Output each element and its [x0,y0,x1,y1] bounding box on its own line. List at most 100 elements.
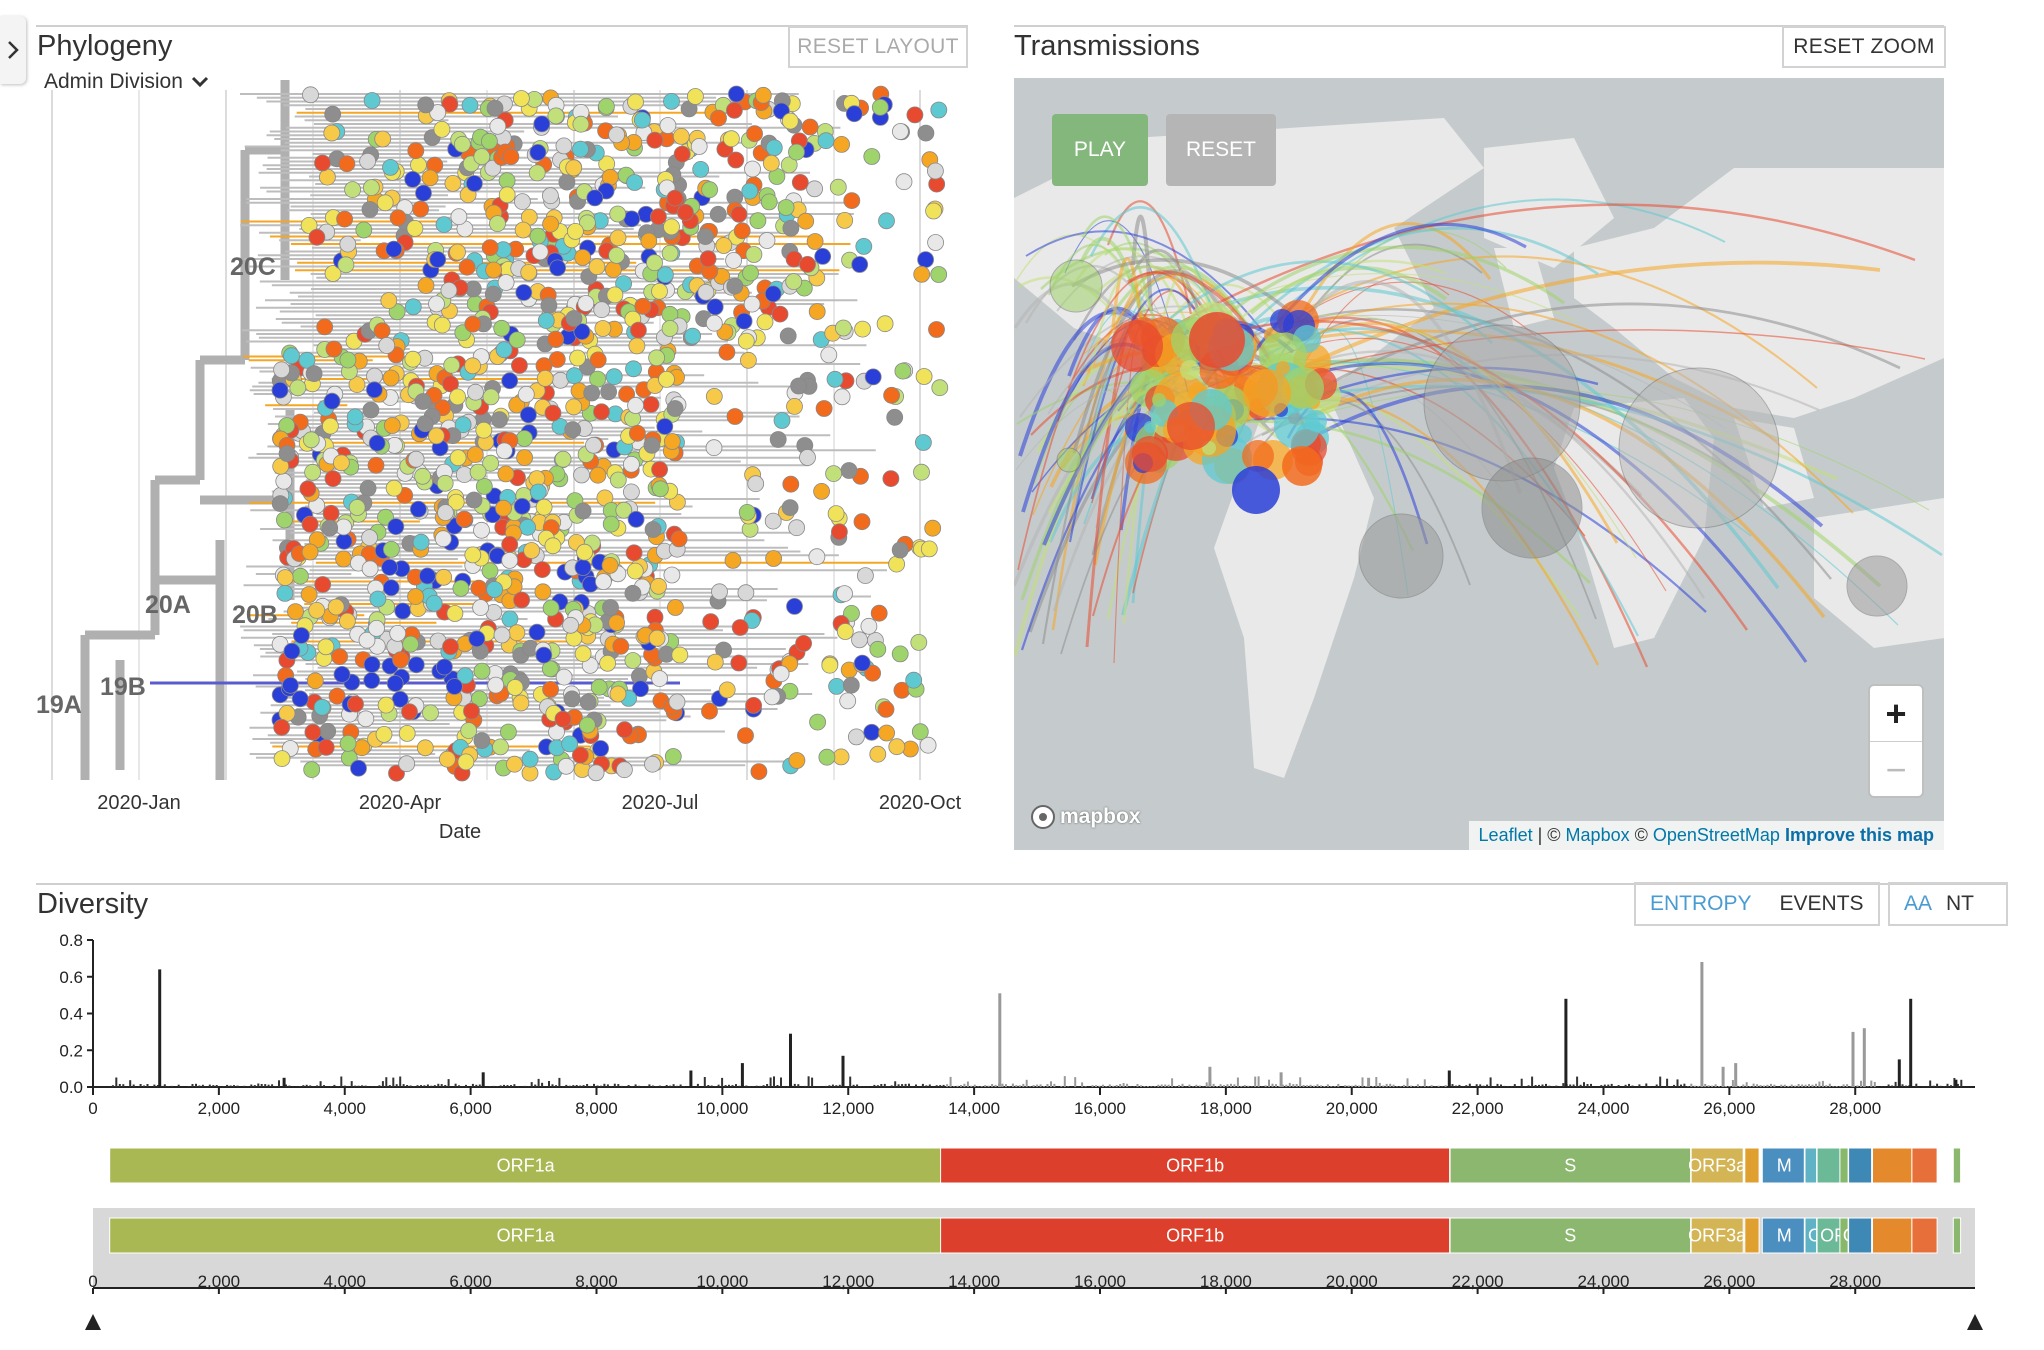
tree-tip[interactable] [512,694,530,712]
entropy-bar[interactable] [1569,1084,1572,1088]
tree-tip[interactable] [544,404,562,422]
tree-tip[interactable] [381,558,399,576]
entropy-bar[interactable] [1122,1083,1125,1087]
tree-tip[interactable] [455,510,473,528]
entropy-bar[interactable] [1468,1083,1471,1087]
gene-segment[interactable] [1761,1147,1805,1184]
tree-tip[interactable] [305,365,323,383]
sidebar-toggle-button[interactable] [0,16,26,84]
entropy-bar[interactable] [1046,1084,1049,1087]
tree-tip[interactable] [747,475,765,493]
entropy-bar[interactable] [610,1086,613,1087]
entropy-bar[interactable] [561,1086,564,1087]
location-circle[interactable] [1111,320,1163,372]
tree-tip[interactable] [473,521,490,539]
entropy-bar[interactable] [807,1076,810,1087]
tree-tip[interactable] [618,385,635,403]
entropy-bar[interactable] [1084,1086,1087,1087]
tree-tip[interactable] [335,550,353,568]
tree-tip[interactable] [492,738,509,756]
tree-tip[interactable] [365,381,383,399]
tree-tip[interactable] [537,312,555,330]
tree-tip[interactable] [369,590,387,608]
entropy-bar[interactable] [1119,1084,1122,1087]
tree-tip[interactable] [299,480,317,498]
tree-tip[interactable] [663,218,680,236]
gene-segment[interactable] [1744,1217,1760,1254]
tree-tip[interactable] [542,681,559,698]
entropy-bar[interactable] [1884,1086,1887,1087]
tree-tip[interactable] [820,346,838,364]
tree-tip[interactable] [460,722,478,739]
entropy-bar[interactable] [1455,1085,1457,1087]
entropy-bar[interactable] [1060,1085,1063,1087]
entropy-bar[interactable] [1787,1085,1790,1087]
tree-tip[interactable] [758,232,776,249]
location-circle[interactable] [1243,369,1291,417]
tree-tip[interactable] [501,610,519,628]
entropy-bar[interactable] [1520,1078,1523,1087]
tree-tip[interactable] [702,613,720,631]
entropy-bar[interactable] [208,1084,211,1087]
tree-tip[interactable] [540,297,558,314]
tree-tip[interactable] [291,690,309,708]
tree-tip[interactable] [440,281,458,299]
tree-tip[interactable] [606,286,624,304]
entropy-bar[interactable] [1825,1085,1828,1087]
entropy-bar[interactable] [1136,1084,1139,1087]
tree-tip[interactable] [851,256,869,273]
tree-tip[interactable] [276,585,294,602]
tree-tip[interactable] [832,748,850,766]
entropy-bar[interactable] [1794,1085,1797,1087]
tree-tip[interactable] [626,174,643,191]
entropy-bar[interactable] [399,1076,402,1088]
tree-tip[interactable] [407,142,425,160]
tree-tip[interactable] [561,735,578,753]
entropy-bar[interactable] [1648,1086,1651,1087]
entropy-bar[interactable] [603,1083,606,1087]
entropy-bar[interactable] [1954,1079,1958,1087]
tree-tip[interactable] [324,265,342,282]
location-circle[interactable] [1282,446,1322,486]
mapbox-logo[interactable]: mapbox [1030,804,1141,830]
entropy-bar[interactable] [831,1084,834,1087]
tree-tip[interactable] [363,92,381,109]
entropy-bar[interactable] [1676,1079,1679,1087]
entropy-bar[interactable] [748,1086,751,1087]
mapbox-link[interactable]: Mapbox [1565,825,1630,845]
tree-tip[interactable] [627,93,644,111]
map-canvas[interactable] [1014,78,1944,850]
location-circle[interactable] [1846,555,1908,617]
entropy-bar[interactable] [565,1084,568,1087]
gene-segment[interactable] [1839,1147,1849,1184]
tree-tip[interactable] [609,685,627,703]
entropy-bar[interactable] [897,1084,900,1087]
entropy-bar[interactable] [1005,1084,1007,1087]
entropy-bar[interactable] [963,1083,966,1087]
entropy-bar[interactable] [423,1085,426,1087]
entropy-bar[interactable] [1361,1077,1364,1087]
tree-tip[interactable] [658,370,675,388]
entropy-bar[interactable] [1690,1083,1693,1087]
entropy-bar[interactable] [1271,1083,1274,1087]
tree-tip[interactable] [358,631,376,649]
tree-tip[interactable] [743,295,761,313]
tree-tip[interactable] [924,519,942,537]
tree-tip[interactable] [323,124,341,142]
tree-tip[interactable] [275,511,293,529]
tree-tip[interactable] [482,454,500,472]
entropy-bar[interactable] [1680,1084,1682,1087]
entropy-bar[interactable] [122,1084,125,1087]
entropy-bar[interactable] [551,1084,554,1087]
tree-tip[interactable] [513,591,530,609]
tree-tip[interactable] [433,316,451,334]
entropy-bar[interactable] [655,1086,658,1087]
tree-tip[interactable] [589,351,607,369]
entropy-bar[interactable] [1617,1085,1620,1087]
entropy-bar[interactable] [1922,1086,1925,1087]
tree-tip[interactable] [300,216,318,234]
tree-tip[interactable] [663,433,681,450]
location-circle[interactable] [1189,312,1245,368]
entropy-bar[interactable] [703,1077,706,1087]
entropy-bar[interactable] [1447,1070,1451,1088]
